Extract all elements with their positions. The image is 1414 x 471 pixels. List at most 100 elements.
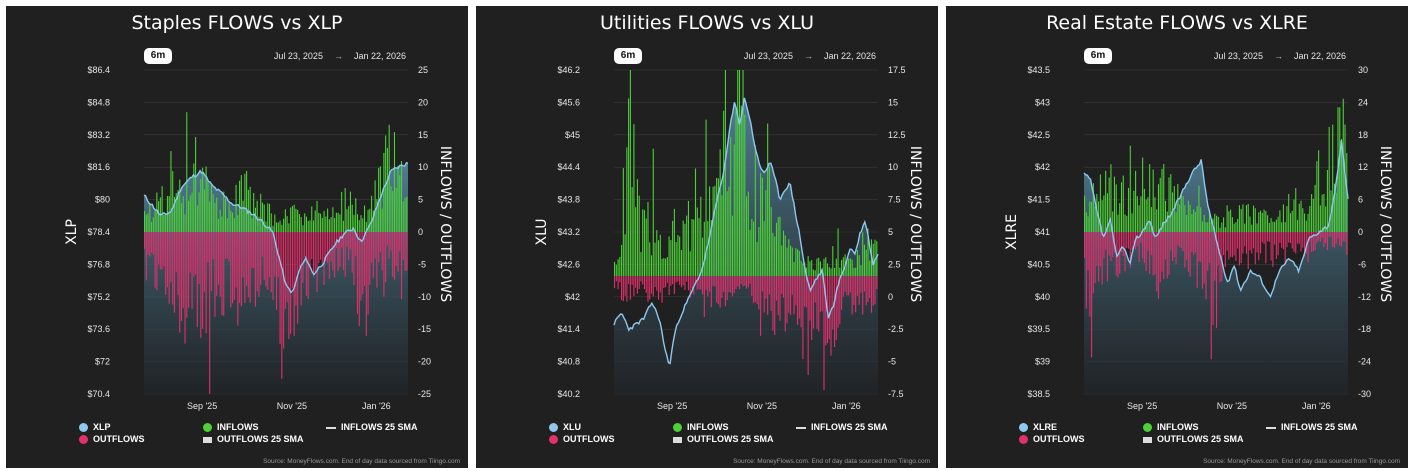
date-range[interactable]: Jul 23, 2025 → Jan 22, 2026 [274,51,406,61]
outflow-bar [782,276,785,298]
outflow-bar [825,276,827,346]
date-from[interactable]: Jul 23, 2025 [743,51,793,61]
outflow-bar [406,232,408,271]
outflow-bar [393,232,396,280]
legend-outflows[interactable]: OUTFLOWS [549,434,615,445]
outflow-bar [844,276,846,292]
date-to[interactable]: Jan 22, 2026 [823,51,876,61]
outflow-bar [740,276,742,285]
left-tick-label: $45 [565,130,580,140]
legend-price[interactable]: XLU [549,422,581,433]
outflow-bar [626,276,628,302]
inflow-bar [680,250,682,277]
outflow-bar [1279,232,1281,243]
inflow-bar [1120,182,1123,232]
legend-inflows[interactable]: INFLOWS [1143,422,1199,433]
inflow-bar [219,209,221,232]
left-tick-label: $40.5 [1027,259,1050,269]
line-marker-icon [796,426,806,429]
inflow-bar [263,204,265,232]
legend-inflows[interactable]: INFLOWS [673,422,729,433]
legend-outflows-sma[interactable]: OUTFLOWS 25 SMA [203,434,304,444]
inflow-bar [351,204,353,232]
outflow-bar [835,276,837,340]
inflow-bar [1309,205,1311,232]
legend-inflows-sma[interactable]: INFLOWS 25 SMA [1266,422,1358,432]
date-from[interactable]: Jul 23, 2025 [1213,51,1263,61]
outflow-bar [809,276,811,321]
outflow-bar [272,232,274,301]
outflow-bar [1300,232,1302,252]
right-tick-label: 0 [418,227,423,237]
outflow-bar [1275,232,1277,259]
right-tick-label: 15 [888,97,898,107]
legend-outflows-sma-label: OUTFLOWS 25 SMA [217,434,304,444]
flows-chart[interactable]: $86.4 $84.8 $83.2 $81.6 $80 $78.4 $76.8 $75.2 $7… [6,6,468,468]
date-range[interactable]: Jul 23, 2025 → Jan 22, 2026 [1214,51,1346,61]
outflow-bar [1251,232,1253,254]
chart-panel-real-estate: Real Estate FLOWS vs XLRE 6m Jul 23, 202… [946,6,1408,468]
range-select-button[interactable]: 6m [1084,48,1112,64]
inflow-bar [666,257,668,277]
outflow-bar [1191,232,1193,252]
outflow-bar [341,232,343,248]
inflow-bar [798,250,800,277]
outflow-bar [378,232,380,263]
legend-outflows[interactable]: OUTFLOWS [1019,434,1085,445]
inflow-bar [793,262,795,277]
inflow-bar [1247,204,1249,232]
legend-inflows-sma[interactable]: INFLOWS 25 SMA [326,422,418,432]
outflow-bar [314,232,316,274]
price-dot-icon [79,423,88,433]
inflow-bar [268,203,271,232]
outflow-bar [650,276,653,294]
outflow-bar [1122,232,1124,256]
inflow-bar [1094,206,1096,232]
legend-outflows[interactable]: OUTFLOWS [79,434,145,445]
inflow-bar [1089,201,1091,232]
inflow-bar [393,132,396,232]
flows-chart[interactable]: $46.2 $45.6 $45 $44.4 $43.8 $43.2 $42.6 $42 $41.… [476,6,938,468]
x-tick-label: Nov '25 [747,401,777,411]
date-to[interactable]: Jan 22, 2026 [353,51,406,61]
legend-outflows-sma[interactable]: OUTFLOWS 25 SMA [1143,434,1244,444]
date-to[interactable]: Jan 22, 2026 [1293,51,1346,61]
date-range[interactable]: Jul 23, 2025 → Jan 22, 2026 [744,51,876,61]
inflow-bar [679,236,681,277]
legend-price[interactable]: XLRE [1019,422,1057,433]
outflow-bar [675,276,677,283]
chart-panel-staples: Staples FLOWS vs XLP 6m Jul 23, 2025 → Jan… [6,6,468,468]
outflow-bar [649,276,651,300]
legend-outflows-sma[interactable]: OUTFLOWS 25 SMA [673,434,774,444]
inflow-bar [339,214,341,232]
outflow-bar [1304,232,1306,257]
x-tick-label: Jan '26 [362,401,391,411]
inflow-bar [797,249,799,277]
outflow-bar [742,276,744,287]
legend-price[interactable]: XLP [79,422,111,433]
outflow-bar [284,232,286,309]
legend-inflows[interactable]: INFLOWS [203,422,259,433]
outflow-bar [200,232,202,338]
inflow-bar [302,225,304,232]
inflow-bar [768,166,770,277]
inflow-bar [622,168,624,277]
outflow-bar [761,276,763,292]
range-select-button[interactable]: 6m [614,48,642,64]
inflow-bar [381,208,383,232]
inflow-bar [1154,197,1156,232]
legend-inflows-sma[interactable]: INFLOWS 25 SMA [796,422,888,432]
flows-chart[interactable]: $43.5 $43 $42.5 $42 $41.5 $41 $40.5 $40 $39.5 $39… [946,6,1408,468]
inflow-bar [1265,211,1267,232]
outflow-bar [207,232,209,263]
outflow-bar [851,276,853,315]
inflow-bar [709,186,711,277]
inflow-bar [617,259,619,277]
inflow-bar [665,258,667,277]
inflow-bar [173,196,176,232]
outflow-bar [687,276,690,291]
range-select-button[interactable]: 6m [144,48,172,64]
outflow-bar [767,276,769,315]
outflow-bar [1201,232,1204,289]
date-from[interactable]: Jul 23, 2025 [273,51,323,61]
